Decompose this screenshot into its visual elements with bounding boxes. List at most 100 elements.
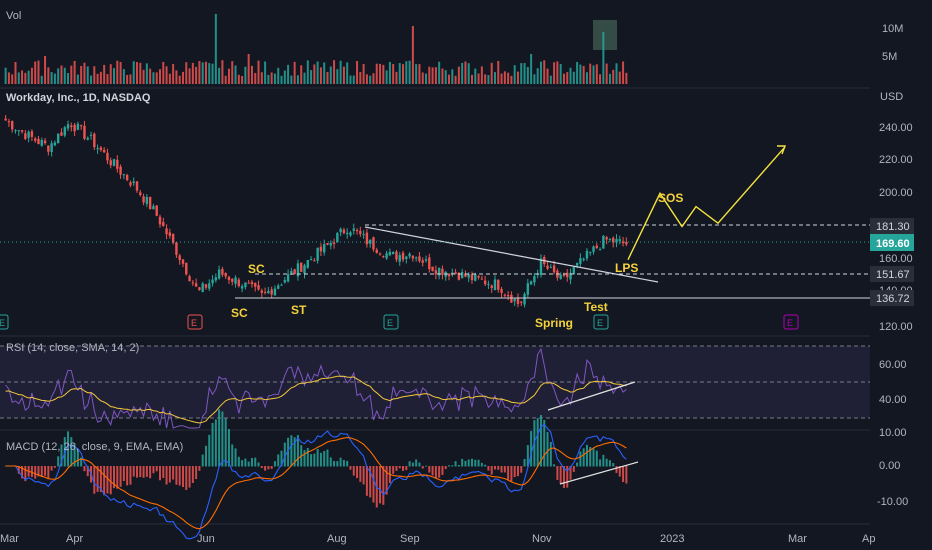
macd-histogram-bar — [595, 450, 598, 467]
candle-body — [247, 282, 250, 284]
volume-bar — [438, 61, 441, 84]
earnings-marker[interactable]: E — [783, 314, 799, 330]
volume-bar — [323, 62, 326, 84]
macd-histogram-bar — [103, 466, 106, 496]
candle-body — [283, 280, 286, 283]
macd-histogram-bar — [526, 445, 529, 467]
candle-body — [474, 274, 477, 281]
volume-bar — [421, 72, 424, 84]
volume-bar — [221, 60, 224, 84]
earnings-marker[interactable]: E — [593, 314, 609, 330]
macd-histogram-bar — [237, 456, 240, 467]
earnings-marker[interactable]: E — [383, 314, 399, 330]
candle-body — [254, 282, 257, 287]
macd-histogram-bar — [159, 466, 161, 481]
annotation-sc-upper: SC — [248, 262, 265, 276]
candle-body — [260, 290, 264, 293]
candle-body — [401, 252, 405, 260]
candle-body — [116, 159, 119, 169]
volume-bar — [605, 63, 608, 84]
candle-body — [313, 260, 316, 262]
earnings-marker[interactable]: E — [187, 314, 203, 330]
volume-bar — [526, 67, 529, 84]
earnings-marker[interactable]: E — [0, 314, 9, 330]
volume-bar — [408, 60, 411, 84]
macd-histogram-bar — [188, 466, 191, 488]
volume-bar — [300, 65, 303, 84]
volume-bar — [625, 72, 628, 84]
macd-histogram-bar — [152, 466, 155, 474]
candle-body — [158, 216, 162, 225]
candle-body — [89, 134, 93, 136]
volume-bar — [60, 65, 63, 84]
candle-body — [513, 298, 516, 302]
volume-bar — [520, 63, 523, 84]
macd-histogram-bar — [106, 466, 109, 494]
candle-body — [309, 259, 313, 261]
volume-bar — [539, 61, 542, 84]
macd-histogram-bar — [592, 448, 595, 467]
macd-histogram-bar — [326, 449, 329, 467]
macd-histogram-bar — [382, 466, 385, 505]
macd-histogram-bar — [612, 463, 615, 467]
macd-histogram-bar — [520, 466, 523, 473]
volume-bar — [418, 64, 421, 84]
time-axis-label: 2023 — [660, 533, 684, 545]
macd-indicator — [4, 409, 639, 540]
macd-histogram-bar — [244, 458, 247, 467]
macd-histogram-bar — [313, 453, 316, 467]
macd-histogram-bar — [615, 466, 618, 473]
candle-body — [70, 125, 73, 128]
volume-bar — [349, 75, 352, 84]
candle-body — [510, 294, 513, 303]
macd-histogram-bar — [185, 466, 188, 490]
candle-body — [480, 278, 484, 280]
volume-pane-title: Vol — [6, 10, 21, 22]
volume-bar — [579, 64, 582, 84]
volume-bar — [208, 63, 211, 84]
candle-body — [175, 242, 178, 255]
support-resistance-levels — [0, 224, 870, 299]
volume-bar — [119, 61, 122, 84]
candle-body — [290, 271, 293, 274]
projection-path — [627, 146, 786, 260]
macd-histogram-bar — [214, 419, 217, 467]
candle-body — [270, 289, 273, 295]
candle-body — [418, 256, 421, 262]
volume-bar — [267, 74, 270, 84]
candle-body — [142, 196, 145, 203]
volume-bar — [83, 62, 86, 84]
svg-text:E: E — [191, 318, 197, 328]
macd-histogram-bar — [280, 450, 283, 467]
macd-histogram-bar — [270, 466, 273, 469]
candle-body — [615, 239, 618, 243]
candle-body — [516, 298, 520, 304]
volume-bar — [313, 64, 316, 84]
macd-histogram-bar — [415, 459, 418, 467]
candle-body — [582, 259, 585, 261]
candle-body — [37, 138, 40, 144]
candle-body — [296, 263, 300, 277]
volume-bar — [4, 67, 7, 84]
candle-body — [552, 265, 556, 273]
macd-histogram-bar — [379, 466, 382, 504]
volume-bar — [277, 67, 280, 84]
macd-histogram-bar — [467, 459, 470, 467]
volume-bar — [198, 61, 201, 84]
candle-body — [585, 250, 589, 259]
candle-body — [231, 279, 234, 282]
candle-body — [204, 284, 208, 288]
candle-body — [201, 283, 204, 292]
volume-bar — [592, 65, 595, 84]
candle-body — [152, 206, 155, 210]
time-axis-label: Mar — [788, 533, 807, 545]
volume-bar — [181, 71, 184, 84]
volume-bar — [70, 65, 73, 84]
candle-body — [273, 288, 277, 296]
macd-histogram-bar — [418, 462, 421, 467]
candle-body — [539, 258, 543, 276]
price-tick-label: 120.00 — [879, 321, 913, 333]
candle-body — [99, 147, 103, 151]
volume-bar — [264, 61, 267, 84]
